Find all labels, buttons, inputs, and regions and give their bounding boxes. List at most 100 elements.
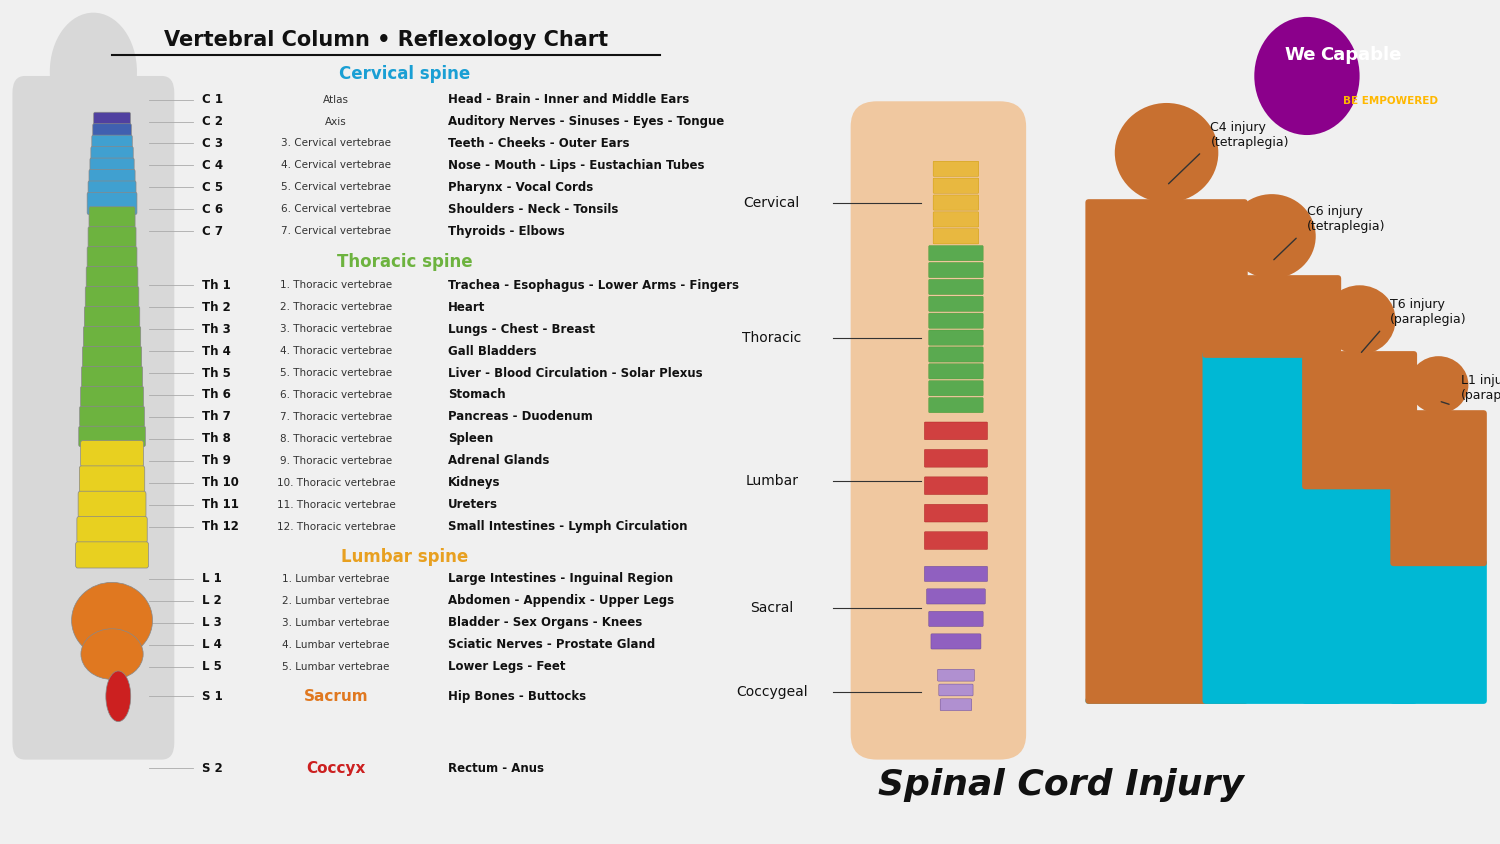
Text: Th 2: Th 2 (202, 300, 231, 314)
Text: 3. Cervical vertebrae: 3. Cervical vertebrae (280, 138, 392, 149)
Text: 11. Thoracic vertebrae: 11. Thoracic vertebrae (278, 500, 396, 510)
FancyBboxPatch shape (76, 517, 147, 543)
Text: Lungs - Chest - Breast: Lungs - Chest - Breast (448, 322, 596, 336)
Text: Adrenal Glands: Adrenal Glands (448, 454, 549, 468)
Text: We: We (1284, 46, 1316, 64)
Text: 8. Thoracic vertebrae: 8. Thoracic vertebrae (280, 434, 392, 444)
Text: Axis: Axis (326, 116, 346, 127)
Text: L 5: L 5 (202, 660, 222, 674)
Text: Thoracic spine: Thoracic spine (338, 252, 472, 271)
Text: L 2: L 2 (202, 594, 222, 608)
FancyBboxPatch shape (88, 181, 136, 203)
FancyBboxPatch shape (1302, 351, 1418, 490)
Text: 6. Thoracic vertebrae: 6. Thoracic vertebrae (280, 390, 392, 400)
Text: C 6: C 6 (202, 203, 223, 216)
Text: 7. Thoracic vertebrae: 7. Thoracic vertebrae (280, 412, 392, 422)
Text: Lumbar: Lumbar (746, 474, 798, 488)
Text: Th 5: Th 5 (202, 366, 231, 380)
Circle shape (50, 13, 136, 131)
Text: C 4: C 4 (202, 159, 223, 172)
FancyBboxPatch shape (927, 589, 986, 604)
Text: 5. Cervical vertebrae: 5. Cervical vertebrae (280, 182, 392, 192)
Text: Trachea - Esophagus - Lower Arms - Fingers: Trachea - Esophagus - Lower Arms - Finge… (448, 279, 740, 292)
Text: 4. Thoracic vertebrae: 4. Thoracic vertebrae (280, 346, 392, 356)
FancyBboxPatch shape (87, 192, 136, 214)
Text: C6 injury
(tetraplegia): C6 injury (tetraplegia) (1306, 205, 1386, 234)
FancyBboxPatch shape (81, 366, 142, 387)
FancyBboxPatch shape (928, 313, 982, 328)
Text: 7. Cervical vertebrae: 7. Cervical vertebrae (280, 226, 392, 236)
Text: Pancreas - Duodenum: Pancreas - Duodenum (448, 410, 592, 424)
Text: Abdomen - Appendix - Upper Legs: Abdomen - Appendix - Upper Legs (448, 594, 675, 608)
FancyBboxPatch shape (80, 406, 144, 426)
Text: 4. Lumbar vertebrae: 4. Lumbar vertebrae (282, 640, 390, 650)
FancyBboxPatch shape (1390, 560, 1486, 704)
FancyBboxPatch shape (81, 441, 144, 467)
FancyBboxPatch shape (1203, 275, 1341, 358)
FancyBboxPatch shape (938, 669, 975, 681)
Text: 6. Cervical vertebrae: 6. Cervical vertebrae (280, 204, 392, 214)
Text: Thyroids - Elbows: Thyroids - Elbows (448, 225, 566, 238)
FancyBboxPatch shape (93, 112, 130, 134)
FancyBboxPatch shape (80, 466, 144, 492)
FancyBboxPatch shape (928, 381, 982, 396)
Text: 3. Lumbar vertebrae: 3. Lumbar vertebrae (282, 618, 390, 628)
Text: Cervical spine: Cervical spine (339, 65, 471, 84)
Circle shape (1408, 356, 1468, 414)
Text: 2. Lumbar vertebrae: 2. Lumbar vertebrae (282, 596, 390, 606)
Ellipse shape (81, 629, 142, 679)
Text: Nose - Mouth - Lips - Eustachian Tubes: Nose - Mouth - Lips - Eustachian Tubes (448, 159, 705, 172)
FancyBboxPatch shape (93, 124, 132, 146)
Text: Liver - Blood Circulation - Solar Plexus: Liver - Blood Circulation - Solar Plexus (448, 366, 704, 380)
Text: Small Intestines - Lymph Circulation: Small Intestines - Lymph Circulation (448, 520, 687, 533)
FancyBboxPatch shape (928, 611, 982, 626)
Circle shape (1323, 285, 1395, 354)
Text: 5. Thoracic vertebrae: 5. Thoracic vertebrae (280, 368, 392, 378)
FancyBboxPatch shape (928, 330, 982, 345)
Text: C 3: C 3 (202, 137, 223, 150)
Text: Th 1: Th 1 (202, 279, 231, 292)
FancyBboxPatch shape (933, 178, 980, 193)
FancyBboxPatch shape (932, 634, 981, 649)
Text: Lumbar spine: Lumbar spine (340, 548, 468, 566)
FancyBboxPatch shape (924, 532, 987, 549)
Text: Th 10: Th 10 (202, 476, 238, 490)
FancyBboxPatch shape (1302, 483, 1418, 704)
Text: Spinal Cord Injury: Spinal Cord Injury (879, 768, 1244, 802)
Circle shape (1228, 194, 1316, 279)
Text: 1. Thoracic vertebrae: 1. Thoracic vertebrae (280, 280, 392, 290)
Text: Hip Bones - Buttocks: Hip Bones - Buttocks (448, 690, 586, 703)
FancyBboxPatch shape (88, 170, 135, 192)
Text: Th 6: Th 6 (202, 388, 231, 402)
Text: Stomach: Stomach (448, 388, 506, 402)
FancyBboxPatch shape (75, 542, 148, 568)
Text: Pharynx - Vocal Cords: Pharynx - Vocal Cords (448, 181, 594, 194)
FancyBboxPatch shape (924, 477, 987, 495)
FancyBboxPatch shape (78, 491, 146, 517)
Text: Heart: Heart (448, 300, 486, 314)
Text: Auditory Nerves - Sinuses - Eyes - Tongue: Auditory Nerves - Sinuses - Eyes - Tongu… (448, 115, 724, 128)
Text: T6 injury
(paraplegia): T6 injury (paraplegia) (1390, 298, 1467, 327)
FancyBboxPatch shape (924, 422, 987, 440)
Text: C 7: C 7 (202, 225, 223, 238)
Text: Thoracic: Thoracic (742, 331, 801, 344)
FancyBboxPatch shape (928, 262, 982, 278)
Text: Bladder - Sex Organs - Knees: Bladder - Sex Organs - Knees (448, 616, 642, 630)
FancyBboxPatch shape (924, 504, 987, 522)
FancyBboxPatch shape (81, 387, 144, 407)
Text: S 2: S 2 (202, 761, 223, 775)
FancyBboxPatch shape (1390, 410, 1486, 566)
Text: Sacral: Sacral (750, 601, 794, 614)
FancyBboxPatch shape (84, 306, 140, 327)
FancyBboxPatch shape (933, 229, 980, 244)
FancyBboxPatch shape (940, 699, 972, 711)
FancyBboxPatch shape (1203, 351, 1341, 704)
FancyBboxPatch shape (88, 207, 135, 227)
Text: 12. Thoracic vertebrae: 12. Thoracic vertebrae (278, 522, 396, 532)
Text: BE EMPOWERED: BE EMPOWERED (1342, 96, 1438, 106)
Text: L 3: L 3 (202, 616, 222, 630)
FancyBboxPatch shape (86, 287, 140, 307)
Text: L 4: L 4 (202, 638, 222, 652)
Text: 1. Lumbar vertebrae: 1. Lumbar vertebrae (282, 574, 390, 584)
FancyBboxPatch shape (87, 246, 136, 267)
